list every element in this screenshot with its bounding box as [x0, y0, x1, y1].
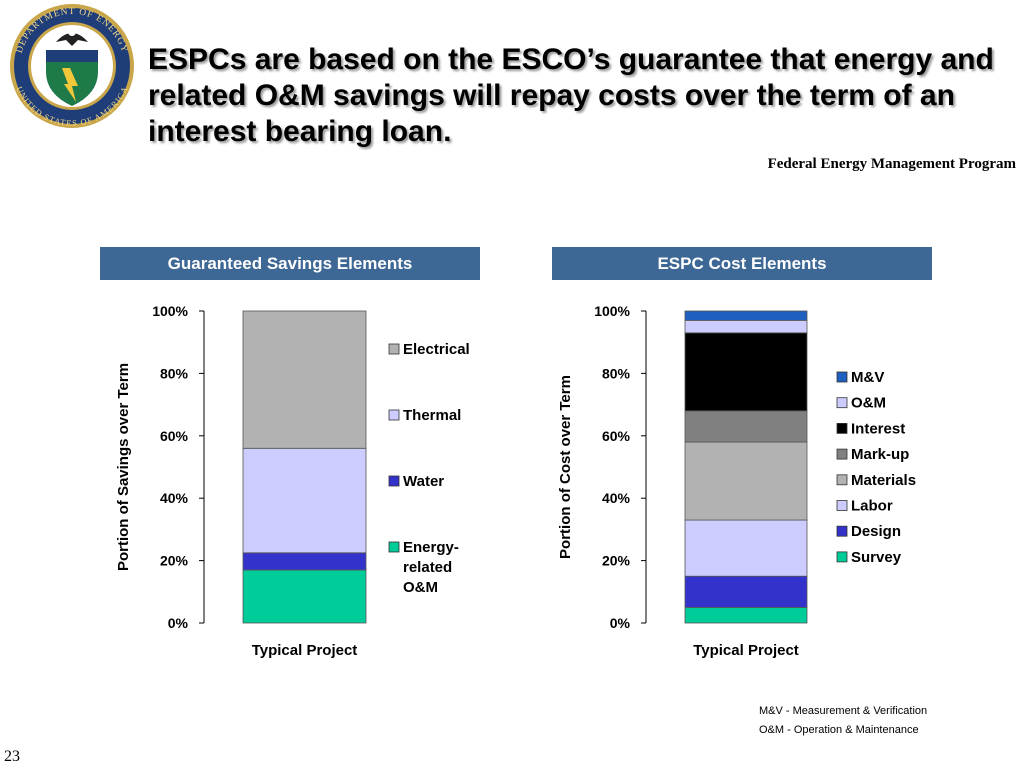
cost-legend-label-materials: Materials: [851, 472, 916, 489]
cost-legend-label-survey: Survey: [851, 549, 902, 566]
cost-legend-swatch-survey: [836, 551, 848, 563]
cost-legend-label-m-v: M&V: [851, 369, 884, 386]
cost-bar-labor: [684, 519, 808, 577]
cost-legend-label-interest: Interest: [851, 420, 905, 437]
cost-legend-label-mark-up: Mark-up: [851, 446, 909, 463]
cost-category-label: Typical Project: [693, 642, 799, 659]
savings-y-tick-label: 20%: [160, 553, 189, 569]
cost-legend-swatch-o-m: [836, 397, 848, 409]
cost-y-tick-label: 20%: [602, 553, 631, 569]
cost-legend-swatch-labor: [836, 500, 848, 511]
doe-seal-logo: DEPARTMENT OF ENERGY UNITED STATES OF AM…: [10, 4, 134, 128]
cost-legend-label-labor: Labor: [851, 498, 893, 515]
cost-legend-label-o-m: O&M: [851, 395, 886, 412]
charts-canvas: 0% 20% 40% 60% 80% 100% Portion of Savings ove…: [115, 303, 916, 659]
cost-legend-label-line: Labor: [851, 498, 893, 515]
savings-legend-label-line: Electrical: [403, 341, 470, 358]
savings-legend-swatch-thermal: [388, 409, 400, 421]
savings-chart-title: Guaranteed Savings Elements: [100, 247, 480, 280]
savings-legend-swatch-electrical: [388, 343, 400, 355]
savings-legend-label-line: Energy-: [403, 539, 459, 556]
cost-bar-survey: [684, 607, 808, 624]
slide-title: ESPCs are based on the ESCO’s guarantee …: [148, 43, 994, 148]
cost-legend-label-line: Materials: [851, 472, 916, 489]
cost-legend-label-line: O&M: [851, 395, 886, 412]
cost-bar-o-m: [684, 319, 808, 334]
cost-legend-swatch-design: [836, 525, 848, 537]
cost-y-tick-label: 60%: [602, 428, 631, 444]
program-name: Federal Energy Management Program: [767, 156, 1016, 172]
savings-y-tick-label: 40%: [160, 490, 189, 506]
cost-bar-mark-up: [684, 410, 808, 443]
savings-y-tick-label: 60%: [160, 428, 189, 444]
cost-legend-label-design: Design: [851, 523, 901, 540]
cost-bar-interest: [684, 332, 808, 412]
cost-legend-label-line: Survey: [851, 549, 902, 566]
savings-legend-label-energy-related-o-m: Energy-related O&M: [403, 539, 459, 596]
cost-y-tick-label: 100%: [594, 303, 630, 319]
savings-bar-energy-related-o-m: [242, 569, 367, 624]
savings-y-axis-label: Portion of Savings over Term: [115, 363, 132, 571]
cost-legend-swatch-interest: [836, 422, 848, 434]
cost-y-axis-label: Portion of Cost over Term: [557, 375, 574, 559]
cost-legend-swatch-materials: [836, 474, 848, 486]
savings-y-tick-label: 0%: [168, 615, 189, 631]
cost-bar-design: [684, 575, 808, 608]
cost-legend-swatch-mark-up: [836, 448, 848, 460]
savings-legend-label-line: Water: [403, 473, 444, 490]
cost-legend-label-line: M&V: [851, 369, 884, 386]
savings-bar-thermal: [242, 447, 367, 554]
savings-legend-label-electrical: Electrical: [403, 341, 470, 358]
savings-y-tick-label: 80%: [160, 365, 189, 381]
cost-legend-label-line: Design: [851, 523, 901, 540]
savings-legend-label-water: Water: [403, 473, 444, 490]
savings-category-label: Typical Project: [252, 642, 358, 659]
savings-bar-electrical: [242, 310, 367, 449]
footnote-om: O&M - Operation & Maintenance: [759, 724, 919, 736]
page-number: 23: [4, 748, 20, 765]
savings-legend-label-line: related: [403, 559, 452, 576]
cost-y-tick-label: 80%: [602, 365, 631, 381]
cost-chart-title: ESPC Cost Elements: [552, 247, 932, 280]
savings-bar-water: [242, 552, 367, 571]
cost-legend-label-line: Mark-up: [851, 446, 909, 463]
savings-legend-label-line: O&M: [403, 579, 438, 596]
footnote-mv: M&V - Measurement & Verification: [759, 705, 928, 717]
cost-bar-materials: [684, 441, 808, 521]
savings-legend-swatch-energy-related-o-m: [388, 541, 400, 553]
cost-legend-swatch-m-v: [836, 371, 848, 383]
cost-y-tick-label: 0%: [610, 615, 631, 631]
savings-legend-label-line: Thermal: [403, 407, 461, 424]
savings-legend-swatch-water: [388, 475, 400, 487]
savings-legend-label-thermal: Thermal: [403, 407, 461, 424]
cost-bar-m-v: [684, 310, 808, 321]
cost-y-tick-label: 40%: [602, 490, 631, 506]
savings-y-tick-label: 100%: [152, 303, 188, 319]
cost-legend-label-line: Interest: [851, 420, 905, 437]
